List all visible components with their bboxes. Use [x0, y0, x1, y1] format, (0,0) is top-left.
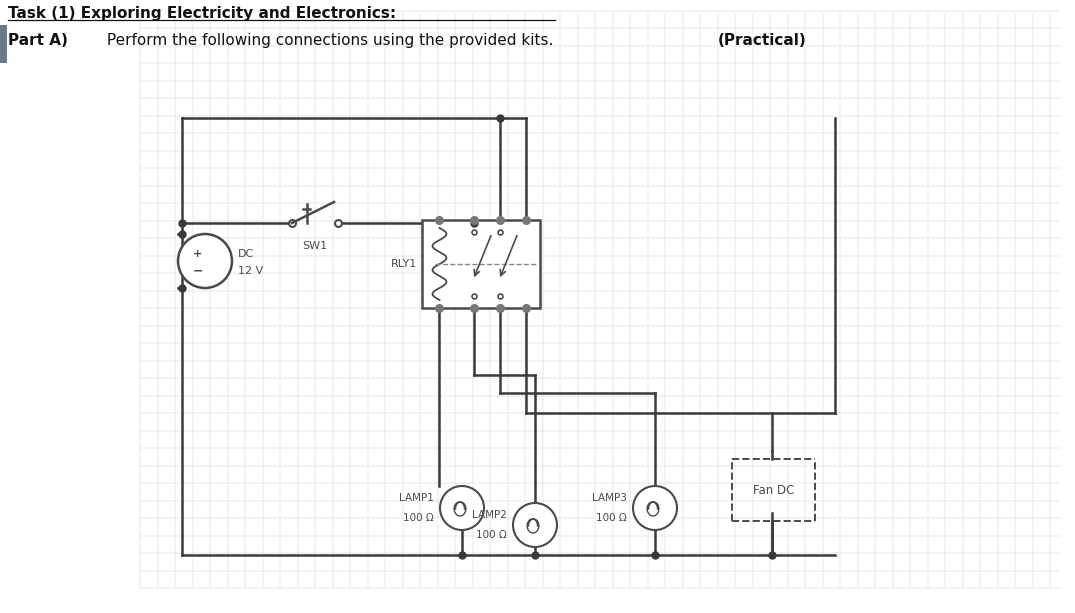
Text: DC: DC [238, 249, 255, 259]
Text: 100 Ω: 100 Ω [597, 513, 627, 523]
Text: RLY1: RLY1 [390, 259, 417, 269]
Text: 100 Ω: 100 Ω [476, 530, 507, 540]
Circle shape [633, 486, 677, 530]
Text: (Practical): (Practical) [718, 33, 806, 48]
FancyBboxPatch shape [422, 220, 540, 308]
Text: 100 Ω: 100 Ω [403, 513, 434, 523]
Text: 12 V: 12 V [238, 266, 263, 276]
FancyBboxPatch shape [0, 25, 6, 63]
Text: Fan DC: Fan DC [752, 484, 794, 497]
Text: Perform the following connections using the provided kits.: Perform the following connections using … [102, 33, 558, 48]
Text: Part A): Part A) [8, 33, 68, 48]
Circle shape [178, 234, 232, 288]
Text: LAMP3: LAMP3 [592, 493, 627, 503]
Circle shape [513, 503, 557, 547]
Text: Task (1) Exploring Electricity and Electronics:: Task (1) Exploring Electricity and Elect… [8, 6, 396, 21]
Text: +: + [194, 249, 202, 259]
Text: LAMP2: LAMP2 [472, 510, 507, 520]
Circle shape [440, 486, 484, 530]
Text: LAMP1: LAMP1 [399, 493, 434, 503]
Text: SW1: SW1 [302, 241, 328, 251]
Text: −: − [192, 264, 203, 278]
